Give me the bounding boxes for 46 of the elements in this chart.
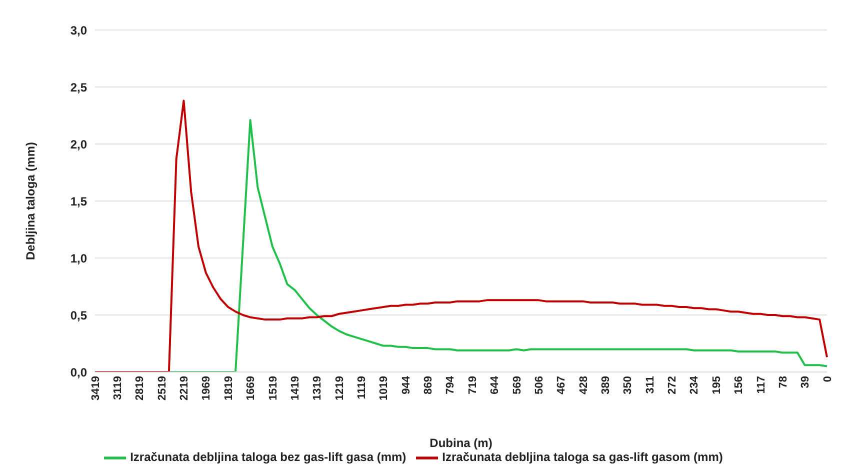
- x-tick-label: 272: [666, 376, 679, 394]
- x-tick-label: 1669: [245, 376, 258, 400]
- y-tick-label: 1,5: [70, 194, 88, 208]
- y-tick-label: 3,0: [70, 23, 88, 38]
- x-tick-label: 156: [733, 376, 746, 394]
- x-tick-label: 39: [800, 376, 812, 388]
- x-tick-label: 2219: [178, 376, 191, 400]
- x-tick-label: 3419: [90, 376, 102, 400]
- y-tick-label: 0,5: [70, 308, 88, 322]
- x-tick-label: 794: [444, 375, 457, 394]
- x-tick-label: 1119: [356, 376, 368, 400]
- x-tick-label: 389: [600, 376, 612, 394]
- x-axis-title: Dubina (m): [430, 436, 492, 450]
- x-tick-label: 869: [422, 376, 435, 394]
- x-tick-label: 1419: [289, 376, 302, 400]
- x-tick-label: 569: [511, 376, 524, 394]
- x-tick-label: 350: [622, 376, 634, 394]
- y-tick-label: 1,0: [70, 251, 88, 266]
- x-tick-label: 234: [688, 375, 701, 394]
- x-tick-label: 506: [533, 376, 546, 394]
- legend-label: Izračunata debljina taloga sa gas-lift gasom (mm): [442, 450, 723, 464]
- x-tick-label: 428: [578, 376, 590, 394]
- x-tick-label: 0: [822, 376, 834, 382]
- x-tick-label: 644: [489, 375, 502, 394]
- y-tick-label: 0,0: [70, 365, 88, 380]
- x-tick-label: 1319: [312, 376, 324, 400]
- x-tick-label: 1819: [222, 376, 235, 400]
- x-tick-label: 719: [466, 376, 479, 394]
- x-tick-label: 944: [400, 375, 412, 394]
- y-axis-title: Debljina taloga (mm): [23, 142, 38, 260]
- x-tick-label: 2819: [134, 376, 146, 400]
- x-tick-label: 78: [777, 376, 790, 388]
- x-tick-label: 1969: [200, 376, 213, 400]
- line-series: [94, 100, 828, 372]
- x-tick-label: 1219: [334, 376, 346, 400]
- y-tick-label: 2,5: [70, 80, 88, 94]
- x-tick-label: 195: [710, 376, 723, 394]
- x-tick-label: 1019: [378, 376, 390, 400]
- x-tick-label: 2519: [156, 376, 168, 400]
- x-tick-label: 311: [644, 376, 656, 394]
- x-tick-label: 1519: [267, 376, 280, 400]
- x-tick-label: 117: [755, 376, 768, 394]
- x-tick-label: 467: [556, 376, 568, 394]
- x-tick-label: 3119: [112, 376, 124, 400]
- legend-label: Izračunata debljina taloga bez gas-lift gasa (mm): [130, 450, 406, 464]
- y-tick-label: 2,0: [70, 137, 88, 152]
